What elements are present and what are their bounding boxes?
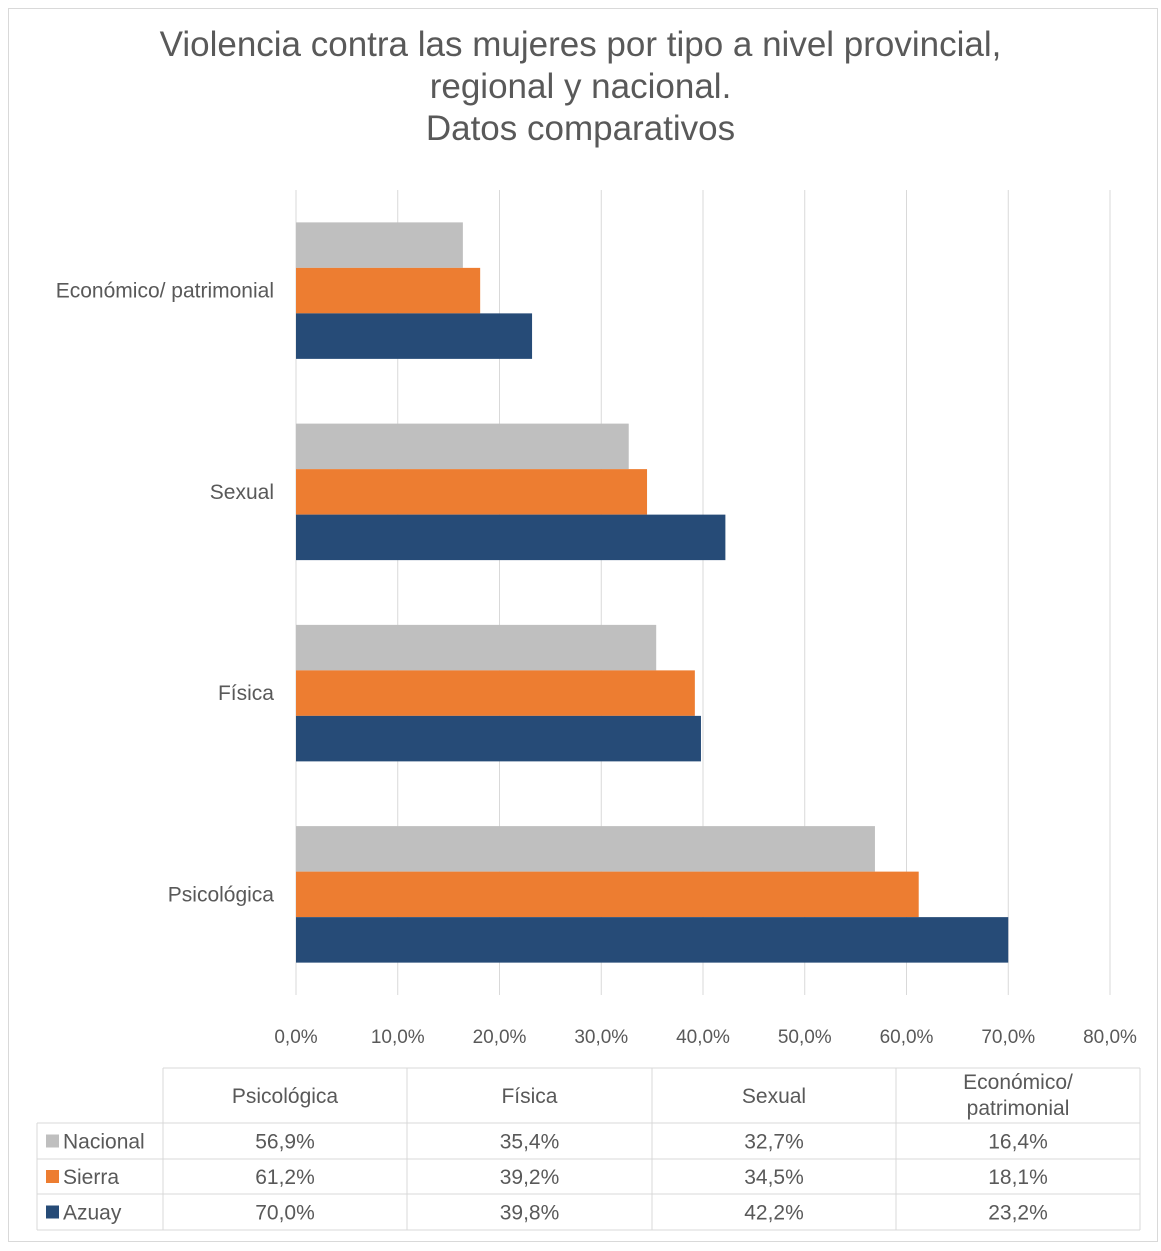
legend-label: Sierra bbox=[63, 1166, 119, 1189]
y-category-label: Sexual bbox=[210, 481, 274, 504]
bar-azuay bbox=[296, 514, 726, 561]
y-category-label: Psicológica bbox=[168, 883, 275, 906]
table-cell-value: 61,2% bbox=[255, 1166, 315, 1189]
bar-sierra bbox=[296, 267, 481, 314]
x-tick-label: 40,0% bbox=[676, 1027, 730, 1048]
table-header: Psicológica bbox=[232, 1085, 339, 1108]
table-cell-value: 18,1% bbox=[988, 1166, 1048, 1189]
table-cell-value: 34,5% bbox=[744, 1166, 804, 1189]
table-cell-value: 39,8% bbox=[500, 1202, 560, 1225]
bar-nacional bbox=[296, 423, 629, 470]
table-cell-value: 39,2% bbox=[500, 1166, 560, 1189]
table-header: Física bbox=[501, 1085, 557, 1108]
bar-sierra bbox=[296, 670, 695, 716]
table-cell-value: 35,4% bbox=[500, 1131, 560, 1154]
bar-azuay bbox=[296, 313, 533, 359]
table-cell-value: 16,4% bbox=[988, 1131, 1048, 1154]
legend-key-azuay bbox=[46, 1205, 59, 1219]
table-header: Económico/patrimonial bbox=[963, 1071, 1073, 1120]
table-cell-value: 32,7% bbox=[744, 1131, 804, 1154]
x-tick-label: 70,0% bbox=[981, 1027, 1035, 1048]
table-cell-value: 42,2% bbox=[744, 1202, 804, 1225]
x-tick-label: 10,0% bbox=[371, 1027, 425, 1048]
legend-key-nacional bbox=[46, 1134, 59, 1148]
x-tick-label: 50,0% bbox=[778, 1027, 832, 1048]
bar-nacional bbox=[296, 624, 657, 671]
y-category-label: Física bbox=[218, 682, 274, 705]
legend-label: Nacional bbox=[63, 1131, 145, 1154]
bar-sierra bbox=[296, 469, 648, 515]
x-tick-label: 20,0% bbox=[473, 1027, 527, 1048]
table-cell-value: 70,0% bbox=[255, 1202, 315, 1225]
x-tick-label: 60,0% bbox=[880, 1027, 934, 1048]
table-cell-value: 23,2% bbox=[988, 1202, 1048, 1225]
legend-label: Azuay bbox=[63, 1202, 122, 1225]
x-tick-label: 30,0% bbox=[574, 1027, 628, 1048]
legend-key-sierra bbox=[46, 1170, 59, 1183]
bar-azuay bbox=[296, 917, 1009, 963]
bar-nacional bbox=[296, 826, 875, 872]
x-tick-label: 0,0% bbox=[274, 1027, 317, 1048]
bar-azuay bbox=[296, 715, 701, 762]
table-cell-value: 56,9% bbox=[255, 1131, 315, 1154]
y-category-label: Económico/ patrimonial bbox=[56, 280, 274, 303]
chart-title: Violencia contra las mujeres por tipo a … bbox=[159, 25, 1002, 148]
bar-nacional bbox=[296, 222, 463, 268]
bar-sierra bbox=[296, 871, 919, 918]
table-header: Sexual bbox=[742, 1085, 806, 1108]
x-tick-label: 80,0% bbox=[1083, 1027, 1137, 1048]
